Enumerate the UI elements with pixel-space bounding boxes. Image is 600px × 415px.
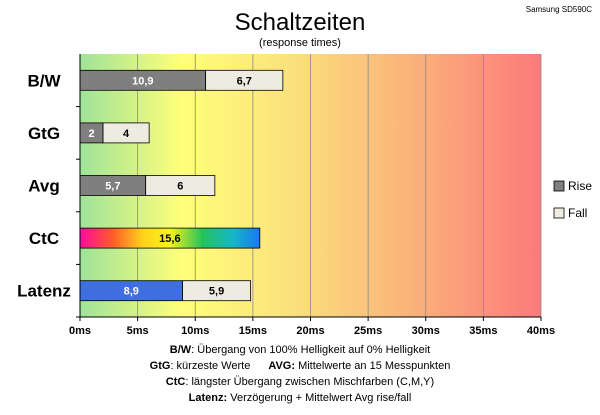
legend-swatch-fall xyxy=(553,207,565,219)
data-label-ctc-special: 15,6 xyxy=(159,233,180,245)
note-latenz: Latenz: Verzögerung + Mittelwert Avg ris… xyxy=(188,392,412,404)
data-label-gtg-fall: 4 xyxy=(123,128,130,140)
category-label-3: CtC xyxy=(29,229,59,248)
data-label-gtg-rise: 2 xyxy=(88,128,94,140)
note-ctc: CtC: längster Übergang zwischen Mischfar… xyxy=(165,376,435,388)
data-label-latenz-fall: 5,9 xyxy=(209,286,224,298)
gridlines xyxy=(79,54,542,317)
x-tick-label-4: 20ms xyxy=(296,325,324,337)
note-gtg-avg: GtG: kürzeste Werte AVG: Mittelwerte an 1… xyxy=(149,360,451,372)
x-tick-label-6: 30ms xyxy=(412,325,440,337)
model-label: Samsung SD590C xyxy=(526,5,592,14)
data-label-avg-fall: 6 xyxy=(177,181,183,193)
legend-label-fall: Fall xyxy=(568,206,587,220)
legend-label-rise: Rise xyxy=(568,179,592,193)
note-bw: B/W: Übergang von 100% Helligkeit auf 0%… xyxy=(169,344,431,356)
footnotes: B/W: Übergang von 100% Helligkeit auf 0%… xyxy=(0,342,600,406)
bars: 10,9 6,7 2 4 5,7 6 15,6 8,9 5,9 xyxy=(79,69,284,302)
data-label-avg-rise: 5,7 xyxy=(105,181,120,193)
legend: Rise Fall xyxy=(553,179,592,220)
x-tick-label-0: 0ms xyxy=(69,325,91,337)
data-label-bw-rise: 10,9 xyxy=(132,75,153,87)
data-label-latenz-special: 8,9 xyxy=(124,286,139,298)
legend-swatch-rise xyxy=(553,180,565,192)
data-label-bw-fall: 6,7 xyxy=(237,75,252,87)
x-tick-label-2: 10ms xyxy=(181,325,209,337)
bar-gtg-fall xyxy=(102,122,150,144)
bar-avg-fall xyxy=(145,175,216,196)
x-tick-label-7: 35ms xyxy=(469,325,497,337)
category-label-0: B/W xyxy=(27,71,61,90)
category-label-4: Latenz xyxy=(17,282,71,301)
axes: 0ms 5ms 10ms 15ms 20ms 25ms 30ms 35ms 40ms B/W GtG… xyxy=(17,54,555,337)
x-tick-label-5: 25ms xyxy=(354,325,382,337)
x-tick-label-8: 40ms xyxy=(527,325,555,337)
chart-title: Schaltzeiten xyxy=(235,9,366,36)
x-tick-label-1: 5ms xyxy=(127,325,149,337)
chart-subtitle: (response times) xyxy=(259,37,341,49)
category-label-2: Avg xyxy=(28,177,60,196)
bar-bw-fall xyxy=(205,69,284,91)
x-tick-label-3: 15ms xyxy=(239,325,267,337)
category-label-1: GtG xyxy=(28,124,60,143)
bar-latenz-fall xyxy=(182,280,251,302)
